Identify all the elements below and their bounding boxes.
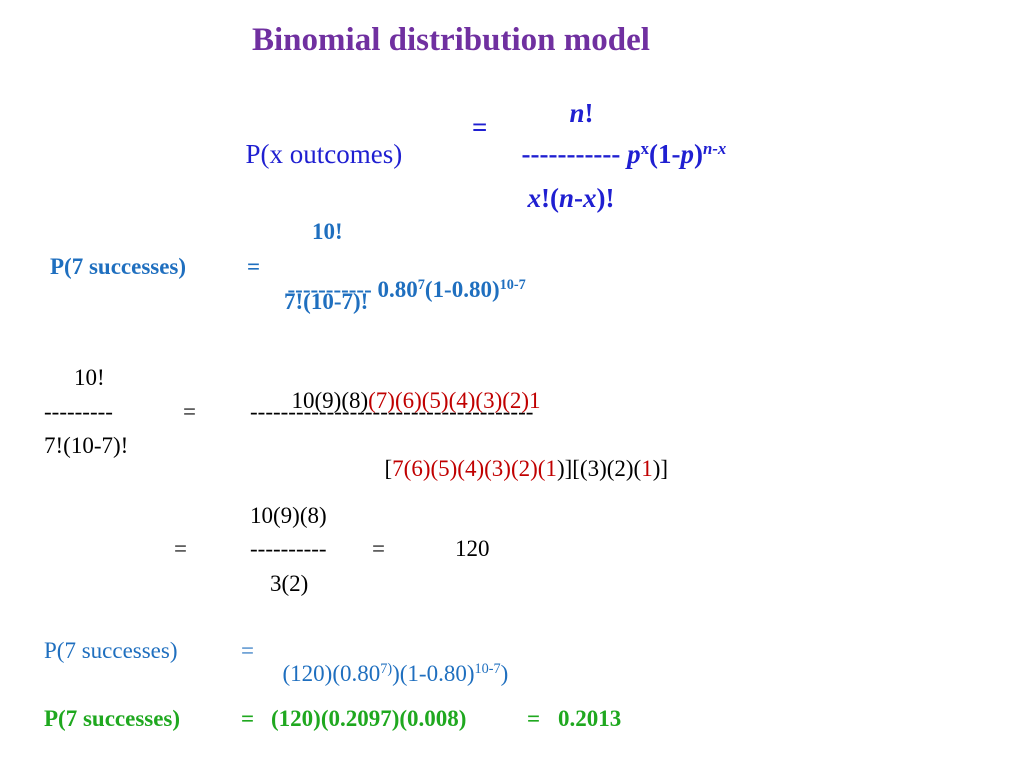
work-right-num-red: (7)(6)(5)(4)(3)(2)1 [368,388,541,413]
step1-exp: 10-7 [499,277,526,294]
step2-mid: (120)(0.80 [282,661,381,686]
formula-paren-close: ) [694,139,704,169]
step3-eq: = [241,706,255,731]
work-right-dash: ------------------------------------- [250,399,534,424]
step2-exp7: 7) [380,661,393,678]
step1-base: 0.80 [377,277,418,302]
step3-result: 0.2013 [558,706,622,731]
work-right-num: 10(9)(8)(7)(6)(5)(4)(3)(2)1 [280,366,541,412]
step3-lhs: P(7 successes) [44,706,181,731]
den-close: )! [596,183,615,213]
den-x2: x [583,183,597,213]
formula-paren-open: (1- [649,139,681,169]
formula-exp-x: x [640,138,650,158]
step3-eq2: = [527,706,541,731]
work-den-c: )][(3)(2)( [556,456,642,481]
work-den-e: )] [652,456,669,481]
formula-denominator: x!(n-x)! [514,158,615,212]
step1-exp7: 7 [417,277,425,294]
work-left-num: 10! [74,365,105,390]
work-left-dash: --------- [44,399,113,424]
step2-lhs: P(7 successes) [44,638,178,663]
work-eq: = [183,399,196,424]
step1-paren: (1-0.80) [424,277,500,302]
work-left-den: 7!(10-7)! [44,433,129,458]
step1-dashes: ----------- [287,277,372,302]
den-n: n [558,183,575,213]
step1-numerator: 10! [312,219,343,244]
page-title: Binomial distribution model [252,22,650,58]
formula-dashes: ----------- [521,139,621,169]
formula-lhs: P(x outcomes) [245,139,403,169]
formula-bang: ! [584,98,594,128]
step2-exp: 10-7 [474,661,501,678]
formula-rhs: ----------- px(1-p)n-x [508,114,727,169]
step3-expr: (120)(0.2097)(0.008) [271,706,467,731]
formula-n: n [569,98,585,128]
den-x: x [527,183,542,213]
simplify-dash: ---------- [250,536,327,561]
step1-eq: = [247,254,261,279]
formula-numerator: n! [556,73,594,127]
step2-eq: = [241,638,254,663]
formula-p: p [627,139,641,169]
simplify-num: 10(9)(8) [250,503,327,528]
work-den-b: 7(6)(5)(4)(3)(2)(1 [392,456,557,481]
formula-exp-nx: n-x [703,138,727,158]
step1-denominator: 7!(10-7)! [284,289,369,314]
work-den-d: 1 [641,456,653,481]
simplify-value: 120 [455,536,490,561]
step1-rhs: ----------- 0.807(1-0.80)10-7 [276,255,526,301]
simplify-den: 3(2) [270,571,309,596]
work-right-num-black: 10(9)(8) [291,388,369,413]
step2-expr: (120)(0.807))(1-0.80)10-7) [271,639,509,686]
den-bang: !( [541,183,559,213]
step2-mid2: )(1-0.80) [392,661,475,686]
step2-end: ) [500,661,509,686]
work-right-den: [7(6)(5)(4)(3)(2)(1)][(3)(2)(1)] [373,434,669,481]
work-den-a: [ [384,456,393,481]
step1-lhs: P(7 successes) [50,254,187,279]
simplify-eq2: = [372,536,385,561]
den-minus: - [574,183,584,213]
formula-eq: = [472,112,488,142]
simplify-eq1: = [174,536,187,561]
formula-line: P(x outcomes) [232,114,403,169]
formula-p2: p [680,139,695,169]
